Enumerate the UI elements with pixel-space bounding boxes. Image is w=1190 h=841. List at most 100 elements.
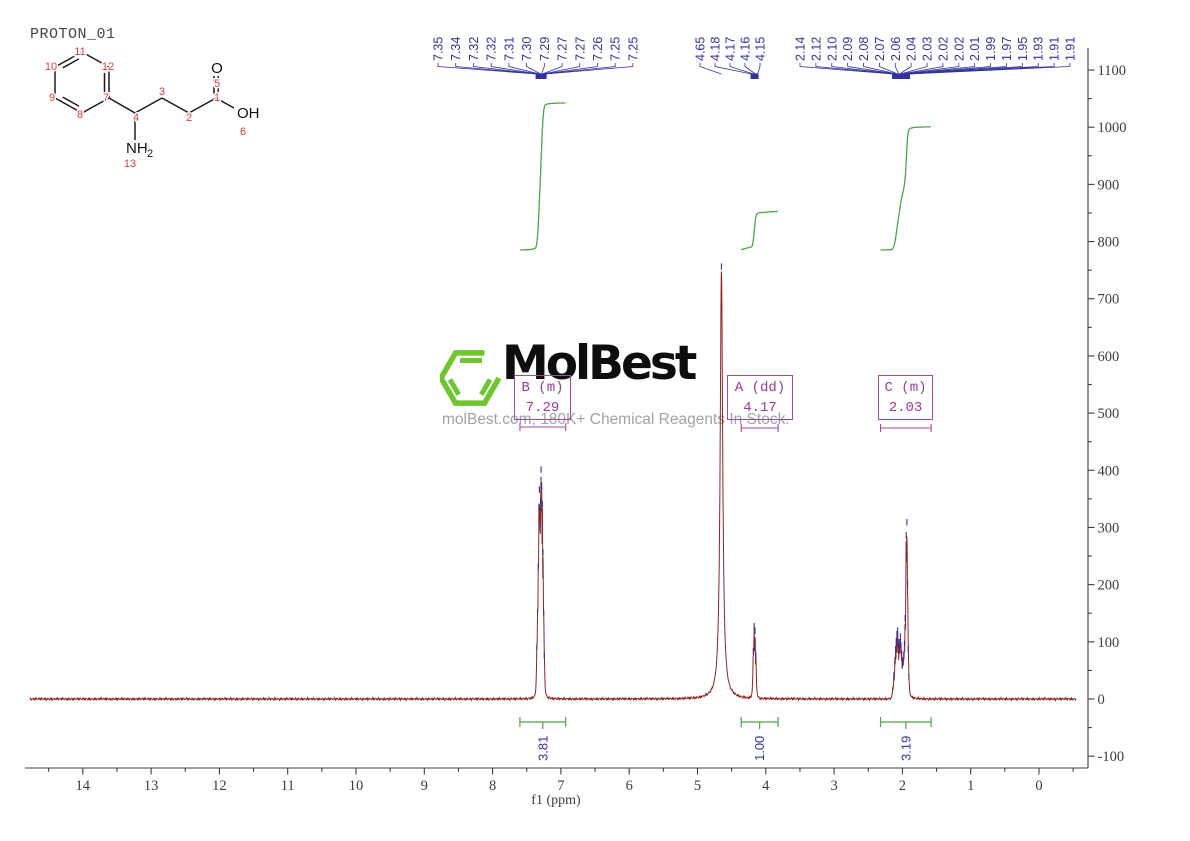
integral-value-label: 3.19 [898,736,913,761]
peak-label: 2.02 [952,37,966,61]
logo-wordmark: MolBest [502,336,697,391]
peak-label: 7.32 [467,37,481,61]
atom-number: 3 [159,86,165,98]
bond-line [62,58,80,69]
peak-label: 7.32 [485,37,499,61]
bond-line [188,97,217,114]
peak-label: 7.26 [591,37,605,61]
x-axis-title: f1 (ppm) [531,793,581,808]
multiplet-label: B (m) [521,380,564,396]
x-tick-label: 9 [421,778,428,794]
x-tick-label: 10 [349,778,364,794]
peak-label: 2.02 [936,37,950,61]
peak-label-connector [490,63,540,75]
atom-number: 10 [45,61,57,73]
integral-value-label: 3.81 [535,736,550,761]
peak-label-connector [729,63,754,75]
experiment-title: PROTON_01 [30,26,116,43]
peak-label: 2.01 [968,37,982,61]
y-tick-label: 0 [1098,692,1105,708]
atom-number: 8 [77,109,83,121]
atom-number: 13 [124,158,136,170]
axes [25,48,1095,775]
x-tick-label: 12 [212,778,227,794]
peak-label-connector [473,63,539,75]
multiplet-label: C (m) [884,380,927,396]
peak-label-connector [879,63,898,75]
atom-number: 4 [133,112,139,124]
atom-number: 6 [240,126,246,138]
watermark-logo: MolBest molBest.com, 180K+ Chemical Reag… [440,336,790,436]
integral-value-label: 1.00 [752,736,767,761]
atom-number: 9 [49,92,55,104]
bond-line [215,97,235,109]
y-tick-label: 700 [1098,292,1120,308]
y-tick-label: 1000 [1098,120,1127,136]
logo-tagline: molBest.com, 180K+ Chemical Reagents In … [442,411,790,428]
peak-label: 2.04 [905,37,919,61]
peak-label-connector [863,63,897,75]
bond-line [81,51,110,68]
peak-label-connector [545,63,634,75]
x-tick-label: 5 [694,778,701,794]
peak-label: 7.27 [556,37,570,61]
peak-label-connector [899,63,912,75]
integral-curve [519,102,566,251]
atom-number: 11 [74,46,85,58]
x-tick-label: 7 [557,778,564,794]
peak-label: 1.93 [1032,37,1046,61]
peak-fan-marker [750,73,759,79]
multiplet-box-A: A (dd) 4.17 [727,375,793,420]
peak-label: 7.27 [573,37,587,61]
peak-label: 2.03 [921,37,935,61]
peak-label: 2.06 [889,37,903,61]
peak-label: 4.16 [739,37,753,61]
peak-label-connector [455,63,538,75]
peak-label-connector [903,63,976,75]
multiplet-shift: 7.29 [525,400,560,416]
peak-label-connector [799,63,894,75]
peak-label-connector [699,63,722,75]
peak-label: 7.25 [609,37,623,61]
peak-label: 2.09 [841,37,855,61]
atom-number: 5 [214,78,220,90]
peak-label: 4.17 [724,37,738,61]
x-tick-label: 4 [762,778,770,794]
integral-bracket [879,717,932,729]
peak-label: 7.31 [502,37,516,61]
peak-label-connector [901,63,944,75]
peak-label-connector [908,63,1071,75]
multiplet-range-bracket [519,423,567,431]
peak-label-connector [900,63,928,75]
multiplet-box-B: B (m) 7.29 [514,375,571,420]
bond-line [54,51,83,68]
peak-label-connector [902,63,960,75]
x-tick-label: 13 [144,778,159,794]
peak-label-connector [714,63,752,75]
bond-line [62,96,80,107]
atom-number: 7 [103,92,109,104]
peak-label-connector [847,63,896,75]
peak-label: 4.18 [709,37,723,61]
peak-label-cluster: 2.14 2.12 2.10 2.09 2.08 2.07 2.06 2.04 2.03 2.02… [794,37,1077,79]
peak-label: 2.08 [857,37,871,61]
y-tick-label: 200 [1098,578,1120,594]
peak-label: 2.12 [809,37,823,61]
peak-label-connector [437,63,537,75]
multiplet-label: A (dd) [734,380,786,396]
peak-label: 7.34 [449,37,463,61]
integral-curve [741,210,778,251]
peak-label: 1.95 [1016,37,1030,61]
integral-bracket [740,717,779,729]
peak-label-connector [757,63,761,75]
atom-label: OH [237,105,260,122]
bond-line [54,97,83,114]
x-tick-label: 3 [830,778,837,794]
peak-label: 2.14 [794,37,808,61]
integral-bracket [519,717,567,729]
peak-label-connector [541,63,545,75]
peak-label-connector [894,63,900,75]
peak-label-connector [508,63,540,75]
